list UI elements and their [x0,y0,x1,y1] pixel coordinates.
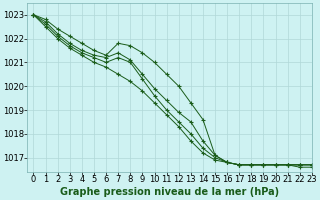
X-axis label: Graphe pression niveau de la mer (hPa): Graphe pression niveau de la mer (hPa) [60,187,279,197]
